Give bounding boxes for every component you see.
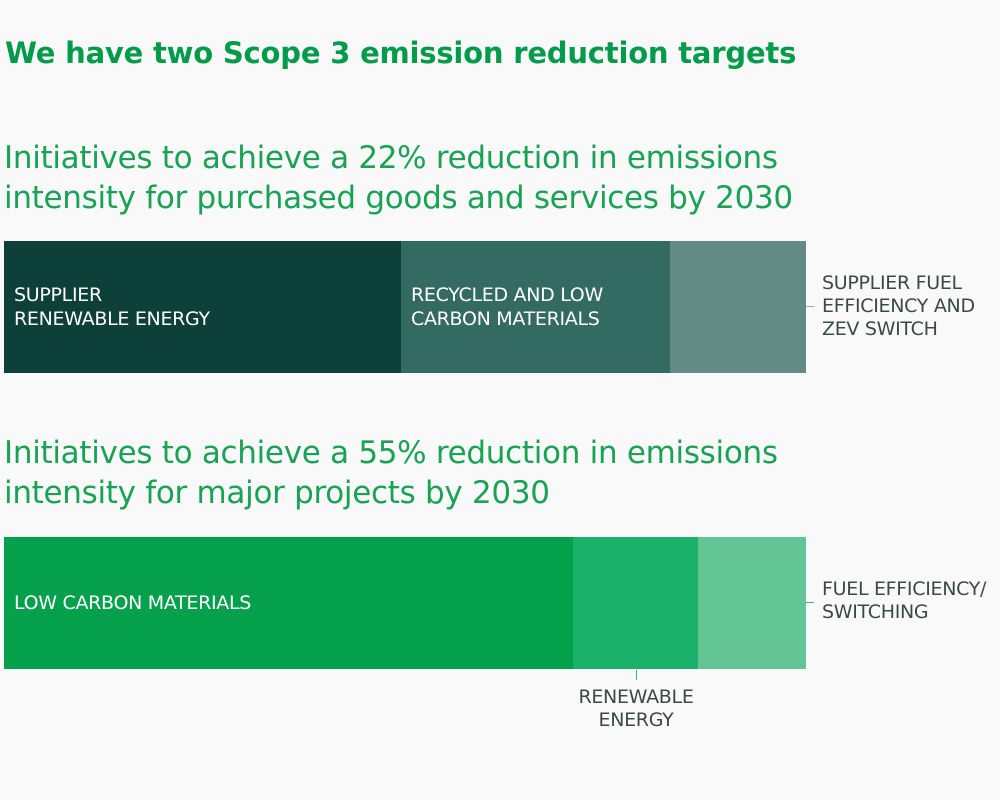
bar-segment: RECYCLED AND LOW CARBON MATERIALS	[400, 241, 670, 373]
bar-segment	[697, 537, 806, 669]
bar-segment	[573, 537, 698, 669]
bar-segment	[669, 241, 806, 373]
segment-label: RECYCLED AND LOW CARBON MATERIALS	[410, 284, 603, 330]
chart-1-title: Initiatives to achieve a 22% reduction i…	[4, 140, 793, 216]
segment-label: SUPPLIER FUEL EFFICIENCY AND ZEV SWITCH	[822, 272, 975, 340]
leader-line	[636, 670, 637, 680]
chart-2-stacked-bar: LOW CARBON MATERIALS	[4, 537, 806, 669]
chart-2-title: Initiatives to achieve a 55% reduction i…	[4, 435, 778, 511]
chart-1-stacked-bar: SUPPLIER RENEWABLE ENERGY RECYCLED AND L…	[4, 241, 806, 373]
bar-segment: SUPPLIER RENEWABLE ENERGY	[4, 241, 401, 373]
leader-line	[806, 306, 814, 307]
segment-label: SUPPLIER RENEWABLE ENERGY	[14, 284, 210, 330]
segment-label: LOW CARBON MATERIALS	[14, 592, 252, 614]
segment-label: RENEWABLE ENERGY	[578, 686, 694, 731]
bar-segment: LOW CARBON MATERIALS	[4, 537, 574, 669]
leader-line	[806, 602, 814, 603]
page-title: We have two Scope 3 emission reduction t…	[5, 36, 797, 70]
segment-label: FUEL EFFICIENCY/ SWITCHING	[822, 578, 987, 623]
